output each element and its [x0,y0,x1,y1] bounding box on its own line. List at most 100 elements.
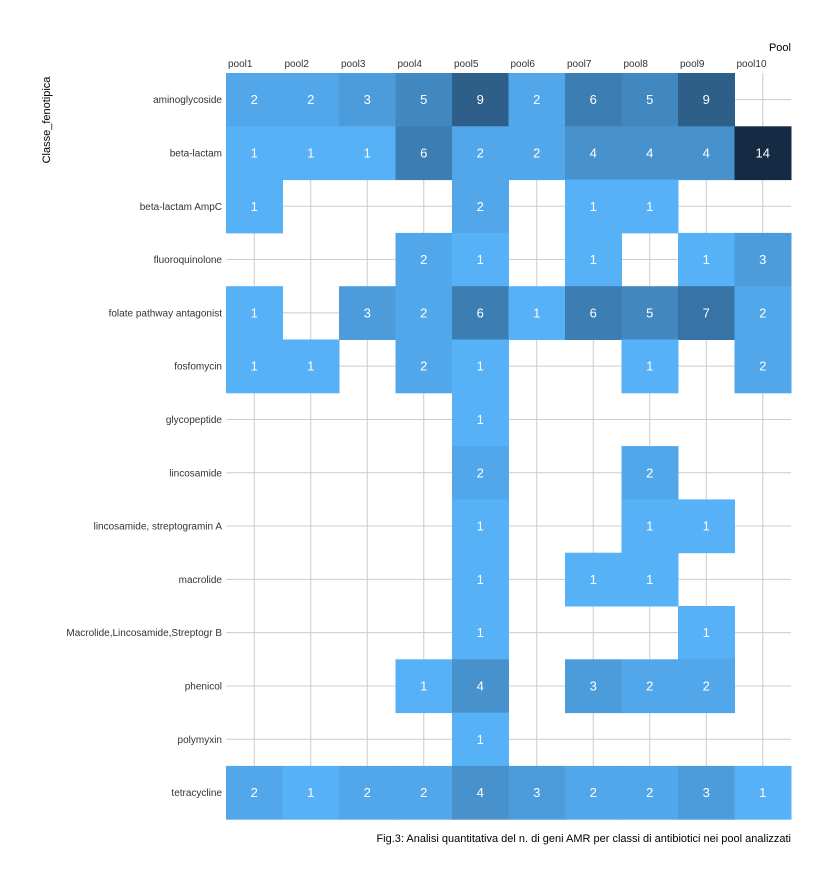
cell-value-label: 1 [477,252,484,267]
heatmap-cell [621,126,679,181]
heatmap-cell [226,179,283,234]
cell-value-label: 1 [420,678,427,693]
heatmap-cell [621,552,679,607]
heatmap-cell [452,606,509,660]
y-tick-label: macrolide [179,575,223,586]
heatmap-cell [621,499,679,554]
cell-value-label: 9 [703,92,710,107]
cell-value-label: 1 [533,305,540,320]
heatmap-cell [508,126,566,181]
heatmap-cell [452,126,509,181]
heatmap-cell [678,286,735,340]
heatmap-cell [395,765,453,820]
cell-value-label: 1 [703,252,710,267]
cell-value-label: 5 [420,92,427,107]
x-tick-label: pool8 [624,59,649,70]
cell-value-label: 3 [364,305,371,320]
y-axis-title: Classe_fenotipica [41,76,53,164]
x-tick-label: pool6 [511,59,536,70]
heatmap-cell [452,659,509,714]
cell-value-label: 2 [703,678,710,693]
cell-value-label: 1 [477,572,484,587]
heatmap-cell [565,286,622,340]
y-tick-label: fluoroquinolone [154,255,223,266]
cell-value-label: 6 [590,92,597,107]
cell-value-label: 1 [703,519,710,534]
heatmap-cell [452,286,509,340]
cell-value-label: 1 [477,412,484,427]
cell-value-label: 2 [477,199,484,214]
cell-value-label: 1 [307,359,314,374]
cell-value-label: 5 [646,92,653,107]
heatmap-cell [678,659,735,714]
heatmap-cell [339,73,396,127]
y-tick-label: aminoglycoside [153,95,222,106]
cell-value-label: 2 [364,785,371,800]
heatmap-cell [621,765,679,820]
heatmap-cell [734,126,792,181]
heatmap-cell [508,765,566,820]
heatmap-cell [734,765,792,820]
heatmap-cell [282,73,340,127]
heatmap-cell [734,339,792,394]
heatmap-cells: 2 2 3 5 9 2 6 5 91 1 1 6 2 2 4 4 4 141 2 1 12 1 1 1 31 3 2 6 1 6 5 7 21 1… [226,73,792,820]
cell-value-label: 2 [420,252,427,267]
cell-value-label: 2 [251,785,258,800]
y-tick-label: folate pathway antagonist [109,308,223,319]
heatmap-cell [452,712,509,767]
figure-caption: Fig.3: Analisi quantitativa del n. di ge… [376,833,791,845]
x-axis-title: Pool [769,42,791,54]
heatmap-cell [621,446,679,500]
heatmap-cell [395,232,453,287]
cell-value-label: 5 [646,305,653,320]
heatmap-cell [508,73,566,127]
x-tick-label: pool9 [680,59,705,70]
x-tick-label: pool5 [454,59,479,70]
cell-value-label: 1 [703,625,710,640]
x-tick-label: pool7 [567,59,592,70]
heatmap-cell [452,232,509,287]
cell-value-label: 2 [420,305,427,320]
y-tick-label: fosfomycin [174,362,222,373]
cell-value-label: 4 [703,145,710,160]
heatmap-cell [452,339,509,394]
heatmap-cell [452,392,509,447]
heatmap-cell [565,232,622,287]
cell-value-label: 1 [646,519,653,534]
x-tick-label: pool2 [285,59,310,70]
y-tick-label: tetracycline [171,788,222,799]
heatmap-cell [678,606,735,660]
heatmap-cell [395,286,453,340]
heatmap-cell [678,499,735,554]
cell-value-label: 3 [759,252,766,267]
heatmap-cell [339,126,396,181]
heatmap-cell [452,179,509,234]
cell-value-label: 6 [420,145,427,160]
heatmap-cell [621,339,679,394]
cell-value-label: 1 [646,359,653,374]
cell-value-label: 3 [703,785,710,800]
heatmap-cell [395,126,453,181]
heatmap-cell [565,765,622,820]
cell-value-label: 2 [251,92,258,107]
heatmap-cell [395,659,453,714]
cell-value-label: 2 [646,678,653,693]
y-tick-label: Macrolide,Lincosamide,Streptogr B [66,628,222,639]
cell-value-label: 1 [477,732,484,747]
heatmap-cell [621,286,679,340]
y-tick-label: polymyxin [178,735,222,746]
heatmap-cell [565,179,622,234]
cell-value-label: 2 [646,465,653,480]
heatmap-cell [734,232,792,287]
cell-value-label: 1 [646,572,653,587]
heatmap-cell [565,126,622,181]
cell-value-label: 2 [477,465,484,480]
y-tick-label: lincosamide [169,468,222,479]
cell-value-label: 1 [307,785,314,800]
cell-value-label: 1 [307,145,314,160]
heatmap-cell [226,126,283,181]
heatmap-cell [452,446,509,500]
y-tick-label: lincosamide, streptogramin A [94,522,223,533]
y-tick-label: beta-lactam AmpC [140,202,222,213]
cell-value-label: 2 [759,305,766,320]
